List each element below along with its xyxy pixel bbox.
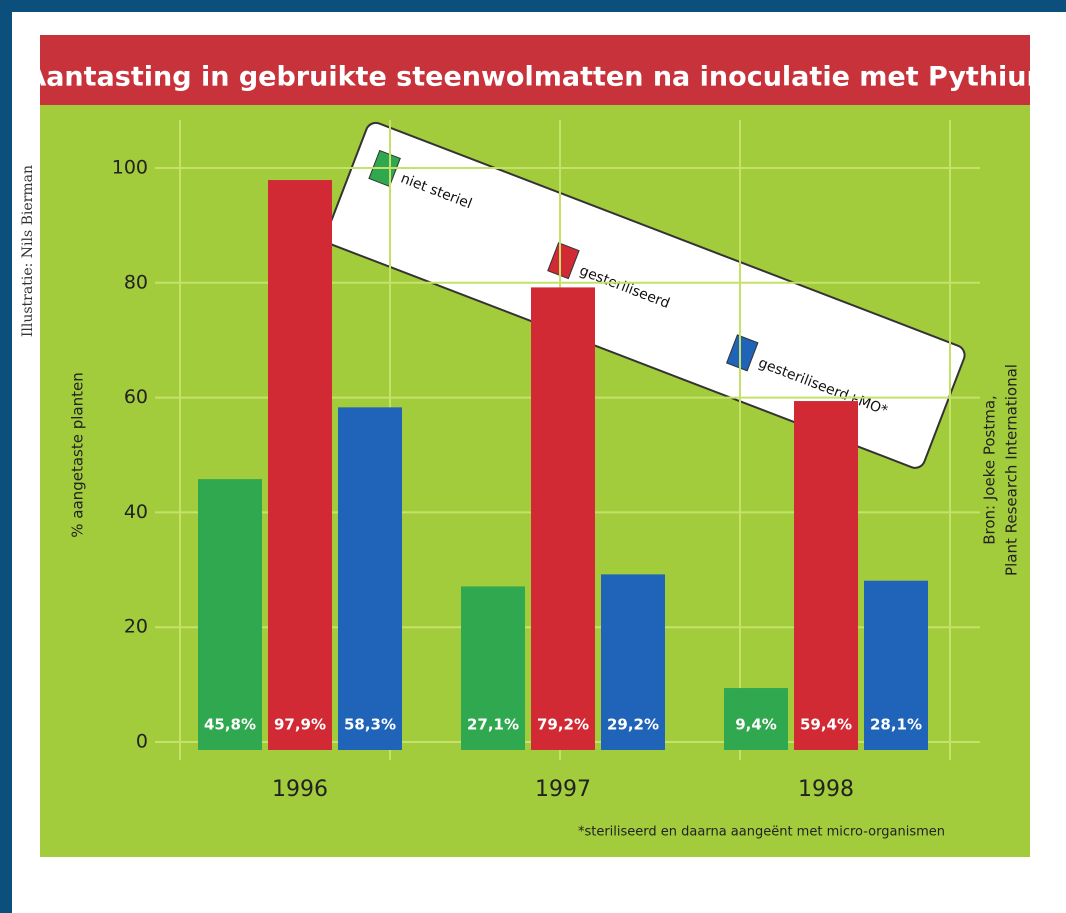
y-tick-label: 0 bbox=[136, 731, 148, 753]
bar bbox=[268, 180, 332, 750]
source: Bron: Joeke Postma, bbox=[981, 395, 999, 545]
bar bbox=[531, 287, 595, 750]
y-axis-label: % aangetaste planten bbox=[69, 372, 87, 537]
y-tick-label: 20 bbox=[124, 616, 148, 638]
value-label: 28,1% bbox=[870, 716, 922, 734]
y-tick-label: 60 bbox=[124, 386, 148, 408]
value-label: 58,3% bbox=[344, 716, 396, 734]
chart: Aantasting in gebruikte steenwolmatten n… bbox=[0, 0, 1066, 913]
x-tick-label: 1996 bbox=[272, 777, 328, 802]
value-label: 97,9% bbox=[274, 716, 326, 734]
value-label: 59,4% bbox=[800, 716, 852, 734]
source: Plant Research International bbox=[1003, 364, 1021, 576]
bar bbox=[338, 407, 402, 750]
x-tick-label: 1998 bbox=[798, 777, 854, 802]
page: Aantasting in gebruikte steenwolmatten n… bbox=[0, 0, 1066, 913]
x-tick-label: 1997 bbox=[535, 777, 591, 802]
y-tick-label: 100 bbox=[112, 157, 148, 179]
y-tick-label: 40 bbox=[124, 501, 148, 523]
footnote: *steriliseerd en daarna aangeënt met mic… bbox=[578, 825, 945, 840]
credit: Illustratie: Nils Bierman bbox=[20, 165, 36, 337]
y-tick-label: 80 bbox=[124, 271, 148, 293]
value-label: 27,1% bbox=[467, 716, 519, 734]
value-label: 29,2% bbox=[607, 716, 659, 734]
value-label: 45,8% bbox=[204, 716, 256, 734]
bar bbox=[198, 479, 262, 750]
value-label: 9,4% bbox=[735, 716, 777, 734]
chart-title: Aantasting in gebruikte steenwolmatten n… bbox=[25, 62, 1054, 93]
bar bbox=[794, 401, 858, 750]
value-label: 79,2% bbox=[537, 716, 589, 734]
